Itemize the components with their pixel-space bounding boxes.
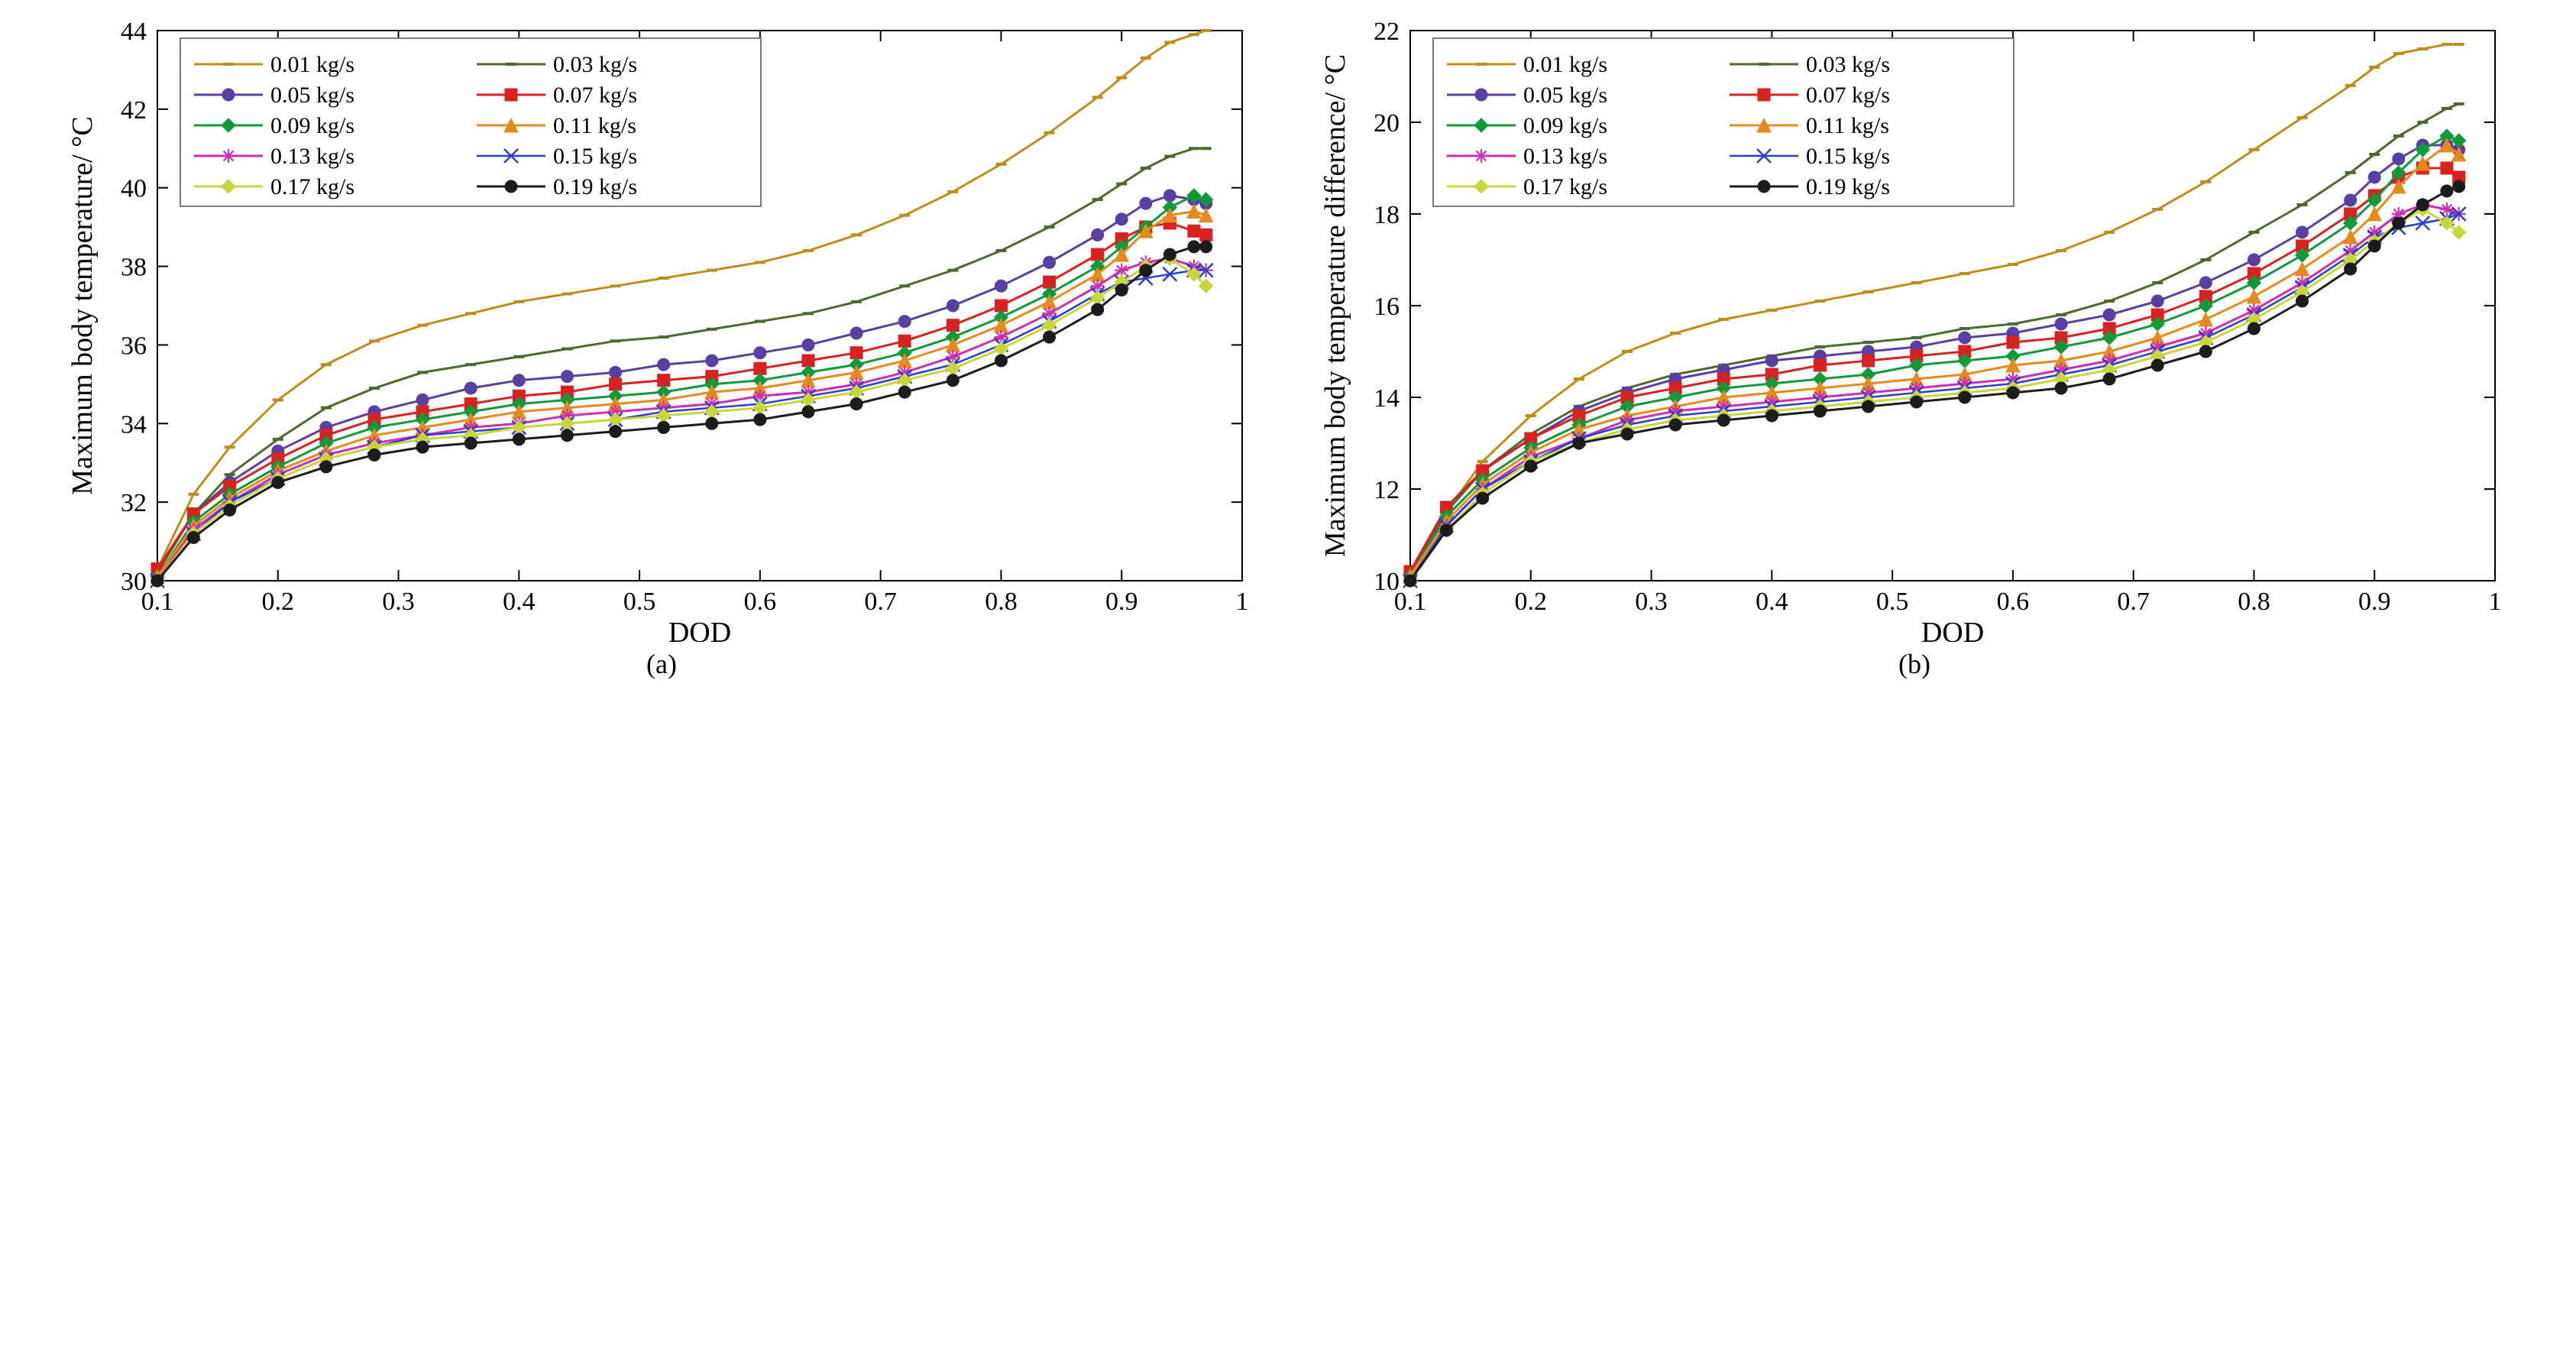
svg-text:14: 14 — [1374, 384, 1400, 413]
svg-text:42: 42 — [121, 96, 147, 125]
svg-text:0.2: 0.2 — [1515, 588, 1548, 616]
svg-text:0.3: 0.3 — [1635, 588, 1668, 616]
svg-text:40: 40 — [121, 175, 147, 203]
svg-text:0.13 kg/s: 0.13 kg/s — [1523, 144, 1607, 169]
svg-text:0.5: 0.5 — [623, 588, 656, 616]
svg-text:0.03 kg/s: 0.03 kg/s — [1806, 52, 1890, 77]
svg-text:0.4: 0.4 — [1756, 588, 1788, 616]
svg-text:22: 22 — [1374, 18, 1400, 46]
svg-text:0.13 kg/s: 0.13 kg/s — [270, 144, 354, 169]
panel-a: 0.10.20.30.40.50.60.70.80.91303234363840… — [58, 15, 1265, 680]
svg-text:0.09 kg/s: 0.09 kg/s — [1523, 113, 1607, 138]
svg-text:1: 1 — [2489, 588, 2502, 616]
svg-text:DOD: DOD — [1921, 617, 1984, 642]
svg-text:0.9: 0.9 — [1105, 588, 1138, 616]
svg-text:0.17 kg/s: 0.17 kg/s — [270, 174, 354, 199]
svg-text:0.17 kg/s: 0.17 kg/s — [1523, 174, 1607, 199]
svg-text:0.15 kg/s: 0.15 kg/s — [1806, 144, 1890, 169]
svg-text:36: 36 — [121, 332, 147, 360]
chart-a-svg: 0.10.20.30.40.50.60.70.80.91303234363840… — [58, 15, 1265, 642]
svg-text:0.19 kg/s: 0.19 kg/s — [553, 174, 637, 199]
svg-text:0.7: 0.7 — [864, 588, 897, 616]
svg-text:30: 30 — [121, 568, 147, 596]
svg-text:0.19 kg/s: 0.19 kg/s — [1806, 174, 1890, 199]
svg-text:0.05 kg/s: 0.05 kg/s — [1523, 83, 1607, 108]
panel-b: 0.10.20.30.40.50.60.70.80.91101214161820… — [1311, 15, 2518, 680]
svg-text:0.5: 0.5 — [1876, 588, 1909, 616]
svg-text:16: 16 — [1374, 293, 1400, 321]
svg-text:0.3: 0.3 — [382, 588, 415, 616]
subcaption-a: (a) — [646, 648, 677, 680]
svg-text:Maximum body temperature diffe: Maximum body temperature difference/ °C — [1319, 54, 1351, 557]
svg-text:0.11 kg/s: 0.11 kg/s — [1806, 113, 1889, 138]
svg-text:18: 18 — [1374, 201, 1400, 229]
svg-text:20: 20 — [1374, 109, 1400, 138]
svg-text:0.07 kg/s: 0.07 kg/s — [1806, 83, 1890, 108]
svg-text:0.6: 0.6 — [744, 588, 777, 616]
chart-b-svg: 0.10.20.30.40.50.60.70.80.91101214161820… — [1311, 15, 2518, 642]
svg-text:0.9: 0.9 — [2358, 588, 2391, 616]
svg-text:0.05 kg/s: 0.05 kg/s — [270, 83, 354, 108]
chart-b: 0.10.20.30.40.50.60.70.80.91101214161820… — [1311, 15, 2518, 642]
svg-text:12: 12 — [1374, 476, 1400, 504]
svg-text:0.03 kg/s: 0.03 kg/s — [553, 52, 637, 77]
svg-text:32: 32 — [121, 489, 147, 517]
svg-text:0.09 kg/s: 0.09 kg/s — [270, 113, 354, 138]
svg-text:0.01 kg/s: 0.01 kg/s — [1523, 52, 1607, 77]
svg-text:38: 38 — [121, 254, 147, 282]
figure-row: 0.10.20.30.40.50.60.70.80.91303234363840… — [15, 15, 2561, 680]
svg-text:1: 1 — [1236, 588, 1249, 616]
subcaption-b: (b) — [1898, 648, 1930, 680]
svg-text:0.8: 0.8 — [985, 588, 1018, 616]
svg-text:0.15 kg/s: 0.15 kg/s — [553, 144, 637, 169]
svg-text:DOD: DOD — [668, 617, 731, 642]
svg-text:44: 44 — [121, 18, 147, 46]
svg-text:0.7: 0.7 — [2117, 588, 2150, 616]
chart-a: 0.10.20.30.40.50.60.70.80.91303234363840… — [58, 15, 1265, 642]
svg-text:0.01 kg/s: 0.01 kg/s — [270, 52, 354, 77]
svg-text:Maximum body temperature/ °C: Maximum body temperature/ °C — [66, 116, 99, 494]
svg-text:0.2: 0.2 — [262, 588, 295, 616]
svg-text:0.11 kg/s: 0.11 kg/s — [553, 113, 636, 138]
svg-text:0.07 kg/s: 0.07 kg/s — [553, 83, 637, 108]
svg-text:10: 10 — [1374, 568, 1400, 596]
svg-text:34: 34 — [121, 410, 147, 439]
svg-text:0.8: 0.8 — [2238, 588, 2270, 616]
svg-text:0.6: 0.6 — [1997, 588, 2030, 616]
svg-text:0.4: 0.4 — [503, 588, 536, 616]
